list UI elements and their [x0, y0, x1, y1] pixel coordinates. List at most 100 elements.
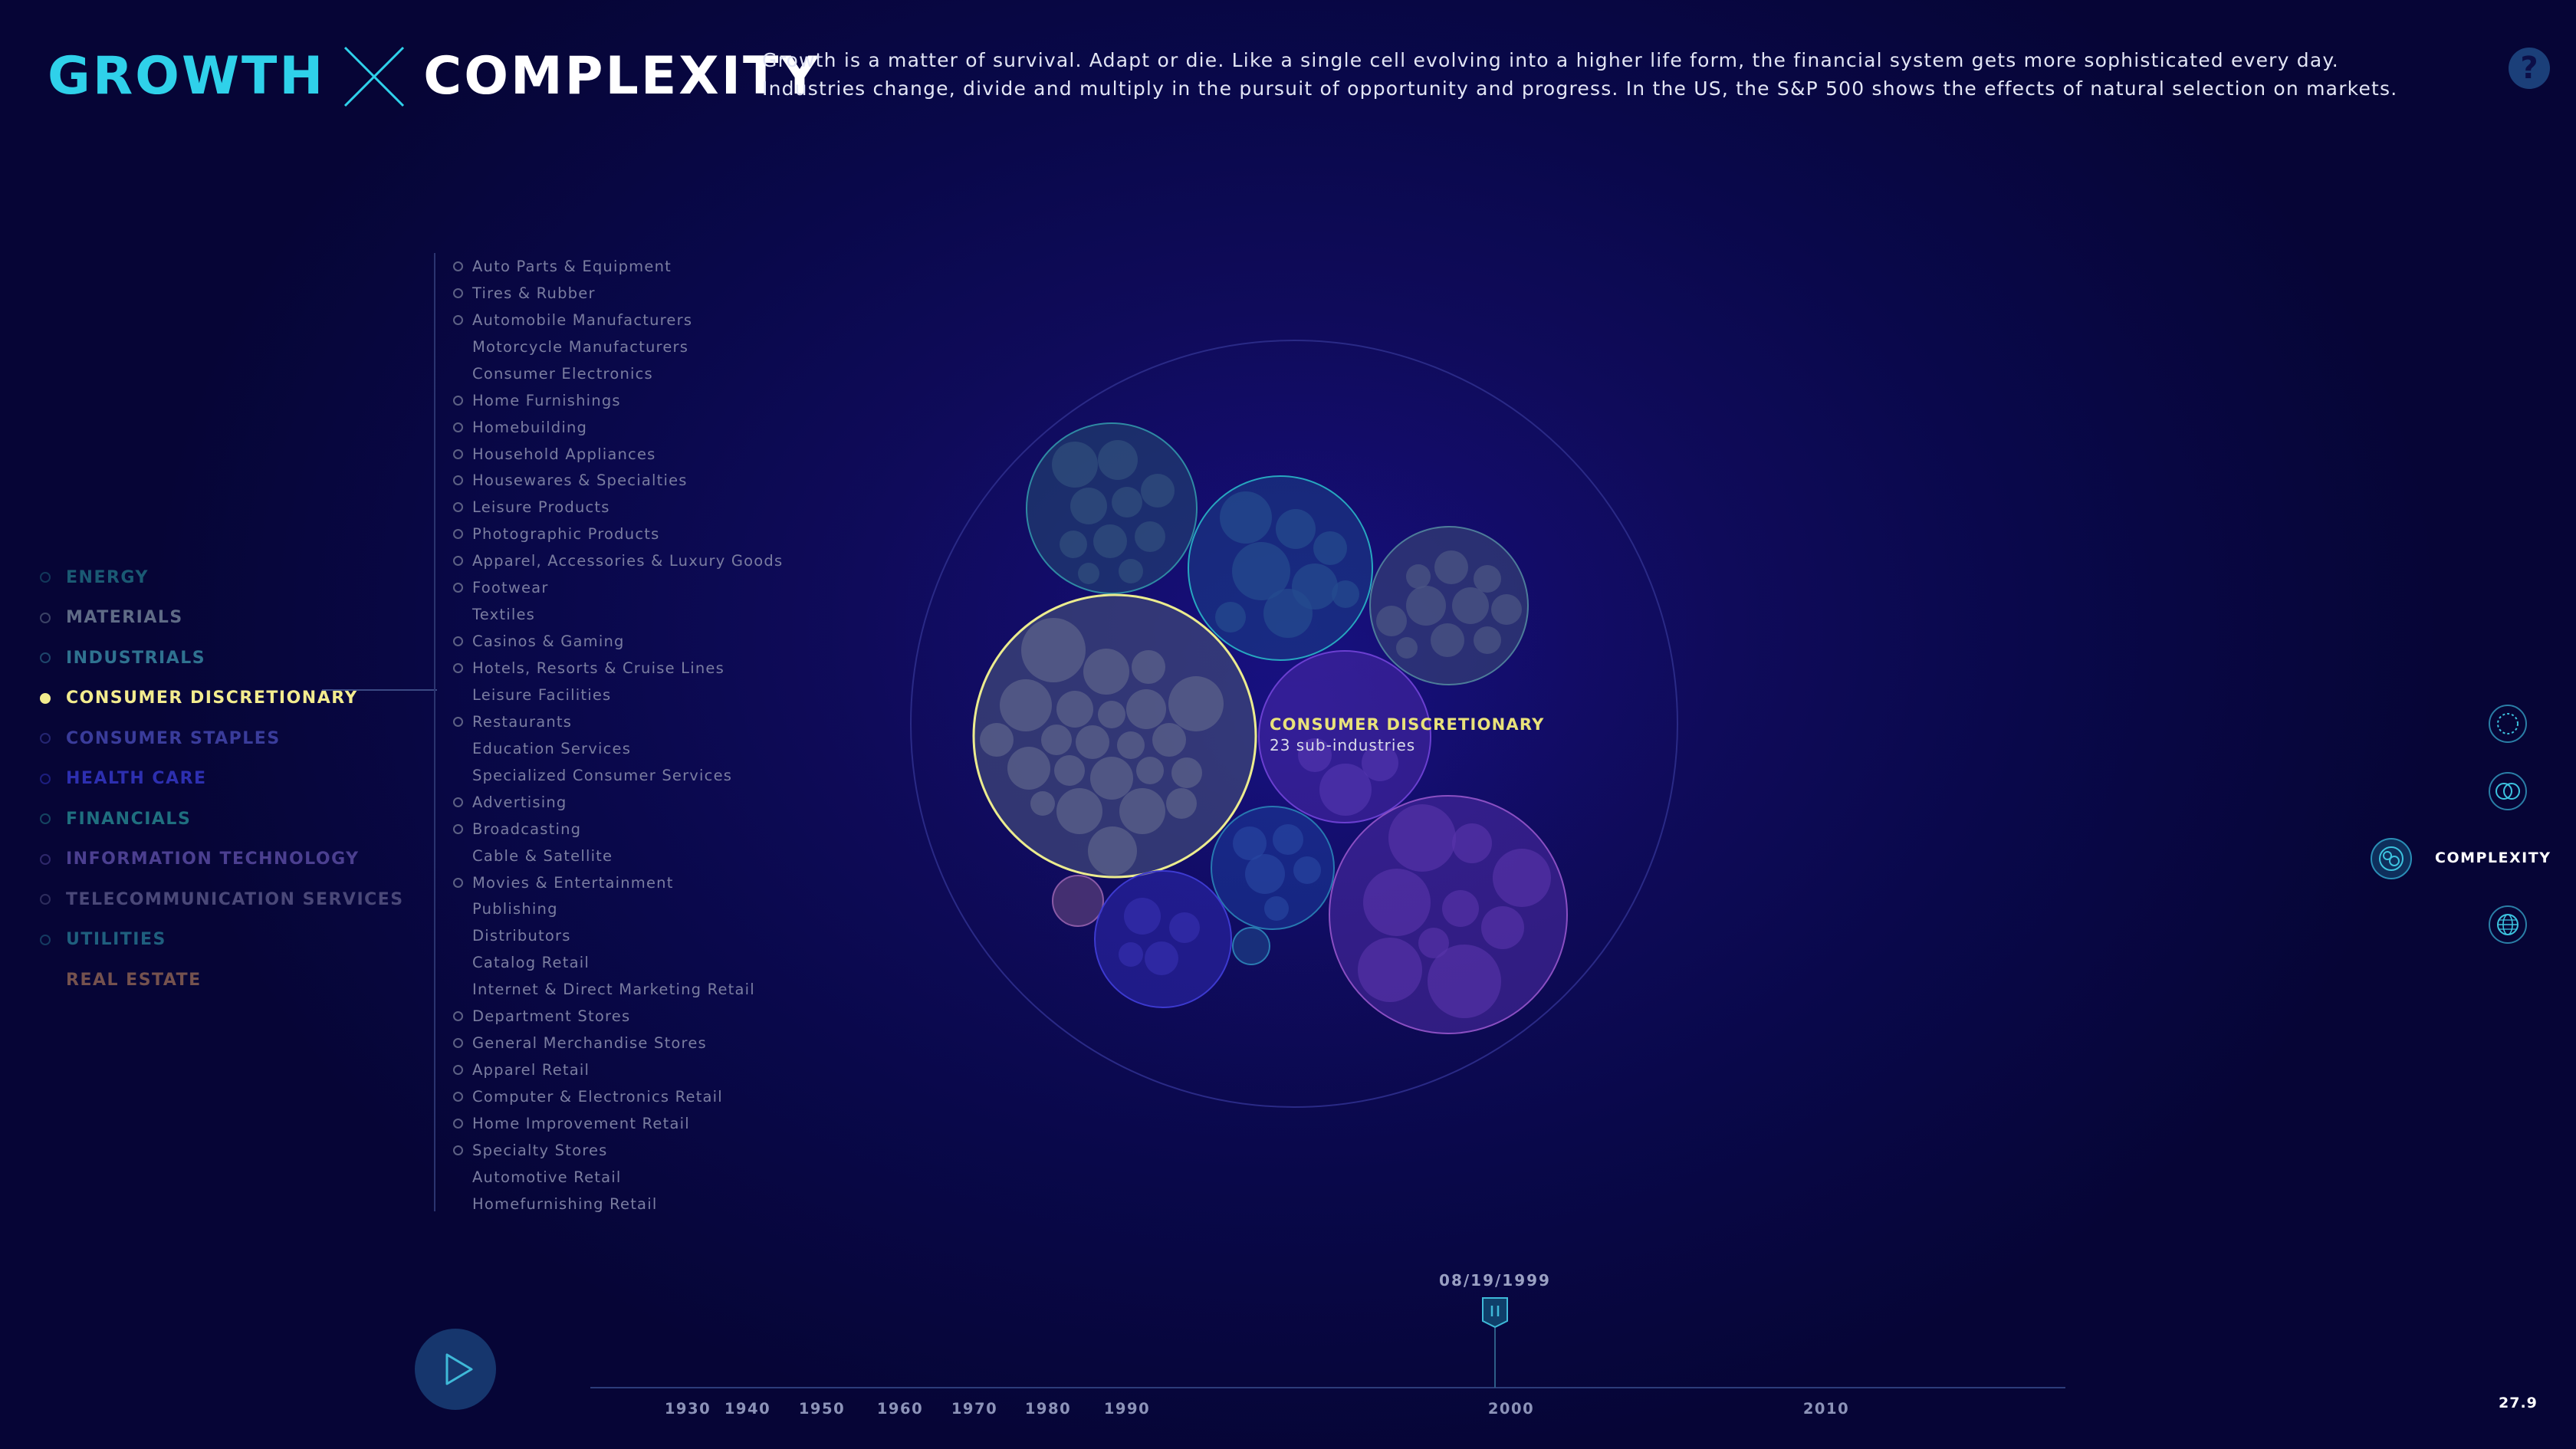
bubble-industrials[interactable] [1026, 422, 1198, 594]
timeline-year-1990[interactable]: 1990 [1103, 1400, 1151, 1418]
sector-item-health-care[interactable]: HEALTH CARE [40, 759, 404, 800]
sub-industry-item[interactable]: Hotels, Resorts & Cruise Lines [435, 655, 783, 682]
sub-industry-ring-icon [453, 395, 463, 406]
sub-industry-item[interactable]: Apparel Retail [435, 1056, 783, 1083]
sub-industry-item[interactable]: Consumer Electronics [435, 360, 783, 387]
timeline-year-1940[interactable]: 1940 [724, 1400, 771, 1418]
sub-industry-label: Consumer Electronics [472, 364, 653, 383]
sub-industry-label: Advertising [472, 793, 567, 811]
sector-item-real-estate[interactable]: REAL ESTATE [40, 960, 404, 1001]
sub-industry-item[interactable]: Motorcycle Manufacturers [435, 334, 783, 360]
sub-industry-item[interactable]: Apparel, Accessories & Luxury Goods [435, 547, 783, 574]
bubble-consumer-discretionary[interactable] [972, 593, 1257, 879]
timeline-year-2010[interactable]: 2010 [1802, 1400, 1850, 1418]
sub-industry-item[interactable]: Casinos & Gaming [435, 628, 783, 655]
sub-industry-item[interactable]: Automobile Manufacturers [435, 307, 783, 334]
sub-industry-item[interactable]: Movies & Entertainment [435, 869, 783, 896]
sub-industry-item[interactable]: Broadcasting [435, 816, 783, 843]
sub-industry-item[interactable]: Specialized Consumer Services [435, 762, 783, 789]
sub-industry-ring-icon [453, 636, 463, 647]
sub-industry-item[interactable]: Specialty Stores [435, 1137, 783, 1164]
sub-industry-item[interactable]: Auto Parts & Equipment [435, 253, 783, 280]
intro-text: Growth is a matter of survival. Adapt or… [762, 46, 2397, 103]
sub-industry-item[interactable]: Textiles [435, 601, 783, 628]
sector-dot-icon [40, 853, 51, 865]
logo-growth: GROWTH [48, 46, 326, 107]
bubble-materials[interactable] [1369, 526, 1529, 685]
sub-industry-label: Automotive Retail [472, 1168, 622, 1186]
bubble-health-care[interactable] [1329, 795, 1568, 1034]
sub-industry-label: Cable & Satellite [472, 846, 613, 865]
timeline-year-1960[interactable]: 1960 [876, 1400, 924, 1418]
sub-industry-item[interactable]: Housewares & Specialties [435, 468, 783, 495]
sector-item-materials[interactable]: MATERIALS [40, 598, 404, 639]
sub-industry-item[interactable]: Home Improvement Retail [435, 1110, 783, 1137]
sub-industry-item[interactable]: Tires & Rubber [435, 280, 783, 307]
ring-view-icon[interactable] [2488, 704, 2528, 744]
bubble-consumer-staples[interactable] [1094, 870, 1232, 1008]
active-view-label[interactable]: COMPLEXITY [2435, 849, 2551, 866]
help-button[interactable]: ? [2509, 48, 2550, 89]
bubble-utilities[interactable] [1232, 927, 1270, 965]
sector-dot-icon [40, 813, 51, 825]
timeline-year-2000[interactable]: 2000 [1487, 1400, 1535, 1418]
sector-item-consumer-discretionary[interactable]: CONSUMER DISCRETIONARY [40, 678, 404, 719]
play-button[interactable] [415, 1329, 496, 1410]
sub-industry-item[interactable]: Catalog Retail [435, 949, 783, 976]
sector-label: INDUSTRIALS [66, 648, 206, 668]
sub-industry-item[interactable]: Internet & Direct Marketing Retail [435, 976, 783, 1003]
timeline-handle[interactable] [1481, 1296, 1509, 1329]
bubble-financials[interactable] [1188, 475, 1373, 661]
bubble-real-estate[interactable] [1052, 875, 1104, 927]
sub-industry-item[interactable]: Household Appliances [435, 441, 783, 468]
venn-view-icon[interactable] [2488, 771, 2528, 811]
sub-industry-label: Movies & Entertainment [472, 873, 674, 892]
sub-industry-label: General Merchandise Stores [472, 1034, 707, 1053]
sub-industry-item[interactable]: Education Services [435, 735, 783, 762]
sector-label: HEALTH CARE [66, 769, 207, 789]
sub-industry-ring-icon [453, 663, 463, 674]
sector-item-consumer-staples[interactable]: CONSUMER STAPLES [40, 718, 404, 759]
timeline-current-date: 08/19/1999 [1439, 1271, 1551, 1290]
sector-item-telecommunication-services[interactable]: TELECOMMUNICATION SERVICES [40, 879, 404, 920]
sub-industry-ring-icon [453, 261, 463, 271]
sub-industry-item[interactable]: Distributors [435, 922, 783, 949]
sub-industry-item[interactable]: Leisure Facilities [435, 682, 783, 708]
sector-dot-icon [40, 692, 51, 704]
sub-industry-item[interactable]: Photographic Products [435, 521, 783, 547]
sub-industry-item[interactable]: Department Stores [435, 1003, 783, 1030]
bubble-energy[interactable] [1211, 806, 1335, 930]
sector-label: CONSUMER STAPLES [66, 728, 281, 748]
sub-industry-item[interactable]: Restaurants [435, 708, 783, 735]
sector-connector-line [322, 689, 437, 691]
timeline-axis[interactable] [590, 1387, 2065, 1388]
timeline-year-1950[interactable]: 1950 [798, 1400, 846, 1418]
sub-industry-item[interactable]: Cable & Satellite [435, 843, 783, 869]
sub-industry-item[interactable]: Publishing [435, 896, 783, 923]
sub-industry-label: Textiles [472, 606, 536, 624]
sub-industry-item[interactable]: Leisure Products [435, 494, 783, 521]
sector-item-energy[interactable]: ENERGY [40, 557, 404, 598]
globe-view-icon[interactable] [2488, 905, 2528, 945]
sub-industry-item[interactable]: Footwear [435, 574, 783, 601]
sub-industry-item[interactable]: Home Furnishings [435, 387, 783, 414]
timeline-year-1970[interactable]: 1970 [951, 1400, 998, 1418]
sub-industry-label: Hotels, Resorts & Cruise Lines [472, 659, 724, 678]
sub-industry-item[interactable]: Computer & Electronics Retail [435, 1083, 783, 1110]
sub-industry-item[interactable]: General Merchandise Stores [435, 1030, 783, 1056]
sector-item-information-technology[interactable]: INFORMATION TECHNOLOGY [40, 840, 404, 880]
timeline-handle-line [1494, 1328, 1496, 1388]
timeline-year-1930[interactable]: 1930 [664, 1400, 711, 1418]
bubble-information-technology[interactable] [1258, 650, 1431, 823]
app-logo: GROWTH COMPLEXITY [48, 44, 821, 109]
sector-item-financials[interactable]: FINANCIALS [40, 799, 404, 840]
sub-industry-item[interactable]: Homebuilding [435, 414, 783, 441]
complexity-view-icon[interactable] [2370, 837, 2413, 880]
bubble-tooltip-title: CONSUMER DISCRETIONARY [1270, 715, 1545, 734]
timeline-year-1980[interactable]: 1980 [1024, 1400, 1072, 1418]
sector-item-utilities[interactable]: UTILITIES [40, 920, 404, 961]
sub-industry-item[interactable]: Advertising [435, 789, 783, 816]
sub-industry-item[interactable]: Homefurnishing Retail [435, 1191, 783, 1217]
sub-industry-item[interactable]: Automotive Retail [435, 1164, 783, 1191]
sector-item-industrials[interactable]: INDUSTRIALS [40, 638, 404, 678]
